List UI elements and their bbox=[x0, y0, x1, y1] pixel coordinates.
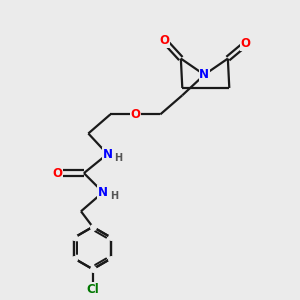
Text: N: N bbox=[102, 148, 112, 160]
Text: N: N bbox=[199, 68, 209, 81]
Text: O: O bbox=[160, 34, 170, 47]
Text: H: H bbox=[110, 191, 118, 201]
Text: O: O bbox=[241, 38, 250, 50]
Text: Cl: Cl bbox=[86, 283, 99, 296]
Text: O: O bbox=[130, 108, 140, 121]
Text: O: O bbox=[52, 167, 62, 180]
Text: N: N bbox=[98, 186, 108, 199]
Text: H: H bbox=[115, 153, 123, 163]
